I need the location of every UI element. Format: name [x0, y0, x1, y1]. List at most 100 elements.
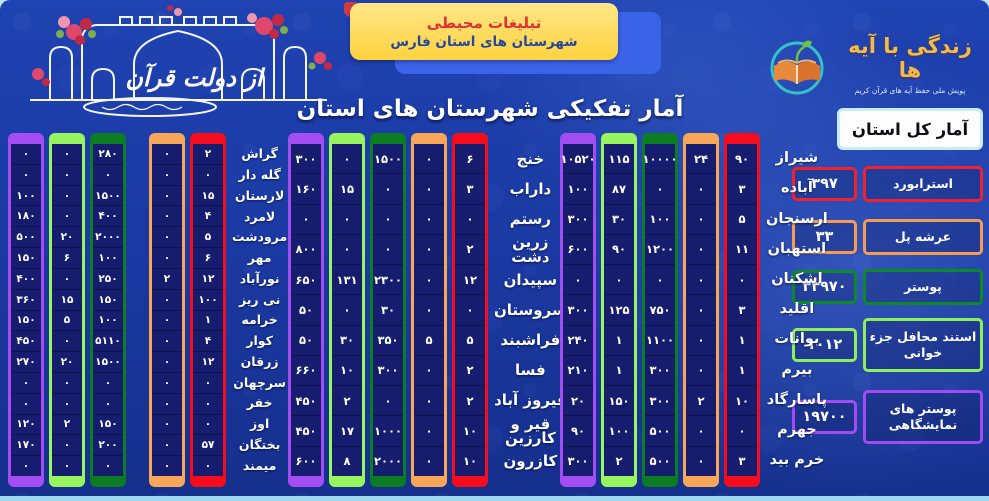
stat-cell: ۱۲۰۰: [645, 233, 675, 264]
stat-cell: ۲: [204, 147, 212, 160]
stat-cell: ۹۰: [604, 233, 634, 264]
stat-cell: ۱۵۰۰: [93, 351, 123, 372]
column-cap: [642, 133, 678, 144]
stat-cell: ۳۶۰: [11, 288, 41, 310]
stat-cell: ۶۰۰: [563, 233, 593, 264]
stat-cell: ۲۵۰: [93, 267, 123, 289]
column-cap: [49, 476, 85, 487]
stat-cell: ۶۶۰: [291, 354, 321, 385]
stat-cell: ۱۲: [455, 264, 485, 294]
stat-cell: ۱۲۰: [11, 413, 41, 435]
stat-cell: ۰: [343, 151, 351, 166]
stat-cell: ۰: [291, 203, 321, 234]
city-name: بوانات: [774, 331, 820, 348]
stat-cell: ۲۰۰: [93, 434, 123, 455]
stat-cell: ۰: [455, 294, 485, 324]
stat-cell: ۴۵۰: [291, 385, 321, 415]
stat-cell: ۰: [63, 147, 71, 160]
column-cap: [370, 133, 406, 144]
city-name: ارسنجان: [766, 210, 828, 227]
stat-cell: ۱: [727, 324, 757, 355]
stat-cell: ۱۰۵۲۰: [560, 151, 596, 166]
stat-cell: ۰: [52, 184, 82, 206]
city-name: لامرد: [244, 208, 276, 224]
stat-cell: ۰: [425, 151, 433, 166]
total-row-juz-stand: استند محافل جزء خوانی ۱۰۱۲: [792, 318, 983, 372]
column-cap: [601, 475, 637, 487]
total-value: ۳۹۷: [792, 167, 857, 201]
total-row-bridge-deck: عرشه پل ۳۳: [792, 219, 983, 255]
stat-cell: ۱۷۰: [11, 434, 41, 455]
stat-cell: ۱۰: [727, 385, 757, 415]
stat-cell: ۰: [152, 226, 182, 247]
stat-cell: ۱۰۰: [93, 309, 123, 331]
stat-cell: ۰: [373, 233, 403, 264]
campaign-title: زندگی با آیه ها: [848, 33, 972, 82]
column-cap: [601, 133, 637, 144]
stat-cell: ۲: [152, 267, 182, 289]
stat-cell: ۰: [645, 264, 675, 294]
stat-cell: ۰: [332, 233, 362, 264]
stat-cell: ۰: [93, 455, 123, 476]
stat-cell: ۰: [193, 455, 223, 476]
column-cap: [370, 475, 406, 487]
stat-cell: ۲۰: [52, 226, 82, 247]
stat-cell: ۶: [193, 247, 223, 268]
city-name: رستم: [509, 210, 551, 229]
stat-cell: ۰: [686, 445, 716, 476]
column-cap: [90, 476, 126, 487]
stat-cell: ۱۰۰۰۰: [642, 151, 678, 166]
column-cap: [149, 476, 185, 487]
stat-cell: ۳۰۰: [563, 445, 593, 476]
stat-cell: ۰: [152, 309, 182, 331]
stat-cell: ۱۵۰: [93, 413, 123, 435]
stat-cell: ۱۱: [727, 233, 757, 264]
city-name: گراش: [241, 146, 278, 162]
stat-cell: ۷۵۰: [645, 294, 675, 324]
stat-cell: ۳۰: [604, 203, 634, 234]
stat-cell: ۳۵۰: [373, 324, 403, 355]
total-label: پوستر های نمایشگاهی: [863, 390, 983, 444]
stat-cell: ۰: [727, 415, 757, 445]
stat-cell: ۱۷: [332, 415, 362, 445]
stat-cell: ۰: [727, 264, 757, 294]
province-totals-panel: آمار کل استان استرابورد ۳۹۷ عرشه پل ۳۳ پ…: [790, 108, 983, 458]
stat-cell: ۰: [93, 163, 123, 185]
stat-cell: ۵۷: [193, 434, 223, 455]
column-cap: [329, 475, 365, 487]
stat-cell: ۰: [193, 413, 223, 435]
stat-cell: ۰: [686, 233, 716, 264]
stat-cell: ۰: [645, 173, 675, 203]
campaign-logo-text: زندگی با آیه ها پویش ملی حفظ آیه های قرآ…: [837, 34, 983, 95]
stat-cell: ۰: [414, 173, 444, 203]
stat-cell: ۴۰۰: [93, 205, 123, 226]
stat-cell: ۲۱۰: [563, 354, 593, 385]
stats-table-middle: ۳۰۰ ۱۶۰ ۰ ۸۰۰ ۶۵۰ ۵۰ ۵۰ ۶۶۰ ۴۵۰ ۴۵۰ ۶۰۰ ۰ ۱۵ ۰ ۰ ۱۳۱ ۰ ۳۰…: [288, 133, 567, 487]
stat-cell: ۵۰۰: [645, 415, 675, 445]
city-name: شیراز: [775, 150, 819, 167]
city-name: بختگان: [238, 436, 281, 452]
stat-cell: ۱۰۰۰: [373, 415, 403, 445]
stat-cell: ۰: [93, 371, 123, 393]
total-label: پوستر: [863, 269, 983, 305]
stat-cell: ۰: [332, 203, 362, 234]
stat-cell: ۱۲: [193, 351, 223, 372]
stat-cell: ۰: [22, 147, 30, 160]
stat-cell: ۰: [604, 264, 634, 294]
stat-cell: ۰: [414, 385, 444, 415]
city-name: نی ریز: [238, 291, 281, 307]
stat-cell: ۱۱۵: [608, 151, 630, 166]
city-name: سپیدان: [503, 270, 558, 289]
stat-cell: ۰: [152, 434, 182, 455]
stat-cell: ۰: [414, 354, 444, 385]
total-label: عرشه پل: [863, 219, 983, 255]
city-name: مهر: [247, 250, 272, 266]
stat-cell: ۴: [193, 330, 223, 351]
column-cap: [683, 475, 719, 487]
stat-cell: ۱۸۰: [11, 205, 41, 226]
stat-cell: ۰: [373, 173, 403, 203]
stat-cell: ۳۰۰: [645, 385, 675, 415]
banner-subtitle: شهرستان های استان فارس: [390, 33, 578, 50]
stat-column-exhibition-posters: ۰ ۰ ۱۰۰ ۱۸۰ ۵۰۰ ۱۵۰ ۴۰۰ ۳۶۰ ۱۵۰ ۴۵۰ ۲۷۰ ۰ ۰ ۱۲۰ ۱۷۰ ۰: [8, 133, 44, 487]
column-cap: [560, 475, 596, 487]
